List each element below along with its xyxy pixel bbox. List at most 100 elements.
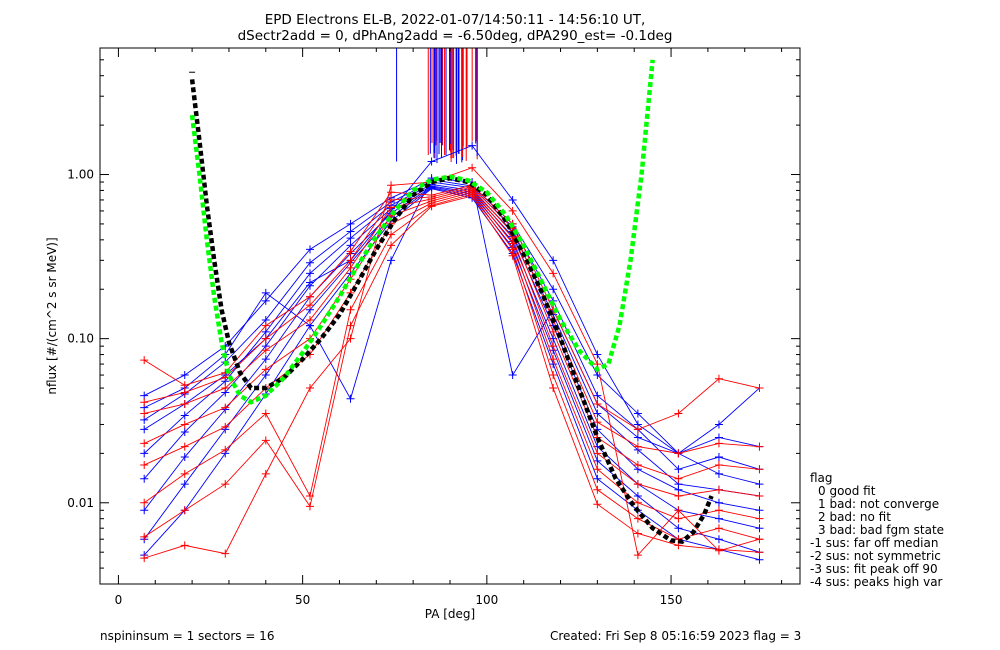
data-point [346,321,355,330]
chart-title-line1: EPD Electrons EL-B, 2022-01-07/14:50:11 … [265,12,646,28]
data-point [180,399,189,408]
data-point [387,188,396,197]
data-point [180,480,189,489]
data-point [306,278,314,287]
data-point [180,541,189,550]
axes: 0 50 100 150 0.01 0.10 1.00 [67,47,801,607]
data-point [140,498,149,507]
series-line [144,186,760,454]
data-point [714,498,723,507]
data-point [593,500,602,509]
data-layer [140,48,764,564]
data-point [346,247,355,256]
data-point [633,498,642,507]
data-point [714,420,723,429]
legend-item-flag-m4: -4 sus: peaks high var [810,575,943,589]
data-point [140,554,149,563]
data-point [180,420,189,429]
x-tick-label: 0 [115,593,123,607]
series-line [143,193,760,540]
data-point [221,384,230,393]
data-point [306,245,314,254]
data-point [508,251,517,260]
data-point [755,524,764,533]
data-point [714,460,723,469]
data-point [633,529,642,538]
data-point [714,453,723,462]
data-point [306,258,314,267]
series-line [143,188,760,561]
data-point [549,384,558,393]
data-point [549,371,558,380]
data-point [633,480,642,489]
data-point [714,535,723,544]
series-line [143,145,760,485]
data-point [261,321,270,330]
data-point [674,524,683,533]
data-point [306,502,314,511]
data-point [674,449,683,458]
data-point [140,398,149,407]
data-point [140,532,149,541]
legend-item-flag-2: 2 bad: no fit [818,510,891,524]
data-point [633,409,642,418]
data-point [180,469,189,478]
data-point [755,548,764,557]
data-point [140,460,149,469]
data-point [714,439,723,448]
data-point [674,514,683,523]
legend-item-flag-m2: -2 sus: not symmetric [810,549,941,563]
footer-sector-info: nspininsum = 1 sectors = 16 [100,629,274,643]
data-point [755,555,764,564]
data-point [221,403,230,412]
green-fit-curve [189,59,655,405]
data-point [549,285,558,294]
data-point [549,342,558,351]
data-point [140,425,149,434]
data-point [593,418,602,427]
data-point [714,524,723,533]
data-point [549,256,558,265]
series-line [143,181,760,470]
data-point [180,411,189,420]
data-point [387,195,396,204]
data-point [140,449,149,458]
legend-item-flag-m3: -3 sus: fit peak off 90 [810,562,938,576]
data-point [261,469,270,478]
data-point [508,195,517,204]
data-point [140,439,149,448]
data-point [261,365,270,374]
data-point [346,234,355,243]
data-point [714,546,723,555]
data-point [549,355,558,364]
data-point [755,491,764,500]
legend-title: flag [810,471,833,485]
data-point [508,371,517,380]
data-point [593,465,602,474]
data-point [755,465,764,474]
data-point [633,433,642,442]
y-axis-label: nflux [#/(cm^2 s sr MeV)] [45,237,59,394]
legend-item-flag-3: 3 bad: bad fgm state [818,523,944,537]
data-point [593,409,602,418]
data-point [755,442,764,451]
data-point [346,219,355,228]
x-tick-label: 50 [295,593,310,607]
data-point [261,296,270,305]
x-axis-label: PA [deg] [425,607,475,621]
data-point [306,269,314,278]
series-line [144,188,760,480]
data-point [633,491,642,500]
data-point [180,506,189,515]
data-point [261,334,270,343]
y-tick-label: 0.01 [67,496,94,510]
data-point [221,422,230,431]
data-point [755,506,764,515]
data-point [387,241,396,250]
data-point [714,514,723,523]
chart-title-line2: dSectr2add = 0, dPhAng2add = -6.50deg, d… [238,28,673,44]
data-point [140,474,149,483]
data-point [714,485,723,494]
data-point [633,442,642,451]
